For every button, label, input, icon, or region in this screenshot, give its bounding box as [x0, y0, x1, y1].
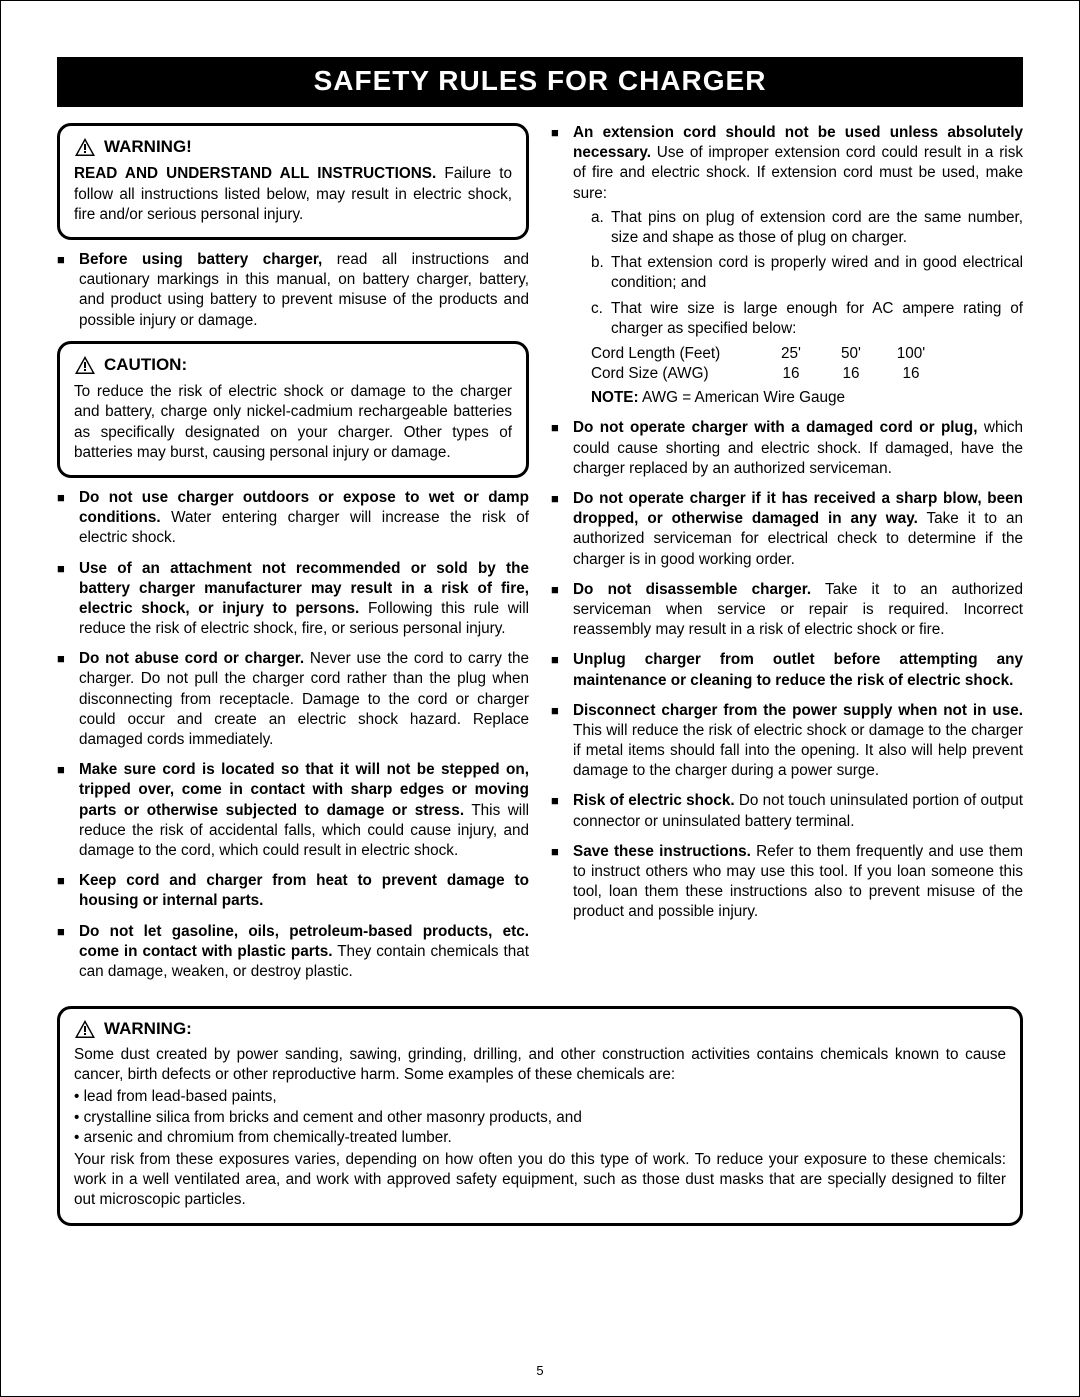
page-title-bar: SAFETY RULES FOR CHARGER — [57, 57, 1023, 107]
warning-icon — [74, 355, 96, 375]
bullet-lead: Before using battery charger, — [79, 251, 322, 268]
bullet-lead: Make sure cord is located so that it wil… — [79, 761, 529, 818]
page-title: SAFETY RULES FOR CHARGER — [314, 65, 767, 96]
sublist-item: a. That pins on plug of extension cord ar… — [591, 208, 1023, 248]
bullet-item: Make sure cord is located so that it wil… — [57, 760, 529, 861]
bullet-lead: Keep cord and charger from heat to preve… — [79, 872, 529, 909]
bullet-item: Do not operate charger if it has receive… — [551, 489, 1023, 570]
bullet-item: Do not operate charger with a damaged co… — [551, 418, 1023, 479]
bullet-item: Do not abuse cord or charger. Never use … — [57, 649, 529, 750]
bullet-item: Do not disassemble charger. Take it to a… — [551, 580, 1023, 641]
bullet-item: Do not use charger outdoors or expose to… — [57, 488, 529, 549]
caution-header: CAUTION: — [74, 354, 512, 376]
bullet-item: Before using battery charger, read all i… — [57, 250, 529, 331]
warning-box-1: WARNING! READ AND UNDERSTAND ALL INSTRUC… — [57, 123, 529, 240]
letter-mark: c. — [591, 299, 603, 319]
warning-body: READ AND UNDERSTAND ALL INSTRUCTIONS. Fa… — [74, 164, 512, 225]
column-left: WARNING! READ AND UNDERSTAND ALL INSTRUC… — [57, 123, 529, 992]
warning-heading-text: WARNING: — [104, 1019, 192, 1039]
bullet-lead: Disconnect charger from the power supply… — [573, 702, 1023, 719]
bullet-lead: Unplug charger from outlet before attemp… — [573, 651, 1023, 688]
bullet-rest: This will reduce the risk of electric sh… — [573, 722, 1023, 779]
left-bullets-main: Do not use charger outdoors or expose to… — [57, 488, 529, 982]
bullet-lead: Do not disassemble charger. — [573, 581, 811, 598]
bullet-item: Risk of electric shock. Do not touch uni… — [551, 791, 1023, 831]
table-cell: 50' — [821, 344, 881, 364]
warning-icon — [74, 137, 96, 157]
letter-mark: b. — [591, 253, 604, 273]
bullet-extension-cord: An extension cord should not be used unl… — [551, 123, 1023, 408]
letter-mark: a. — [591, 208, 604, 228]
warning-heading-text: WARNING! — [104, 136, 192, 158]
caution-box: CAUTION: To reduce the risk of electric … — [57, 341, 529, 478]
warning-body-2: Some dust created by power sanding, sawi… — [74, 1045, 1006, 1211]
table-cell: 100' — [881, 344, 941, 364]
warning-lead: READ AND UNDERSTAND ALL INSTRUCTIONS. — [74, 165, 436, 182]
dust-paragraph-2: Your risk from these exposures varies, d… — [74, 1150, 1006, 1211]
warning-header: WARNING! — [74, 136, 512, 158]
letter-text: That wire size is large enough for AC am… — [611, 300, 1023, 337]
bullet-lead: Save these instructions. — [573, 843, 751, 860]
table-cell: 16 — [881, 364, 941, 384]
note-rest: AWG = American Wire Gauge — [639, 389, 845, 406]
sublist-item: c. That wire size is large enough for AC … — [591, 299, 1023, 339]
left-bullets-top: Before using battery charger, read all i… — [57, 250, 529, 331]
page-number: 5 — [1, 1363, 1079, 1378]
caution-heading-text: CAUTION: — [104, 354, 187, 376]
dust-list-item: lead from lead-based paints, — [74, 1087, 1006, 1107]
bullet-item: Do not let gasoline, oils, petroleum-bas… — [57, 922, 529, 983]
bullet-lead: Risk of electric shock. — [573, 792, 735, 809]
two-column-layout: WARNING! READ AND UNDERSTAND ALL INSTRUC… — [57, 123, 1023, 992]
letter-text: That pins on plug of extension cord are … — [611, 209, 1023, 246]
warning-box-2: WARNING: Some dust created by power sand… — [57, 1006, 1023, 1226]
table-row: Cord Size (AWG) 16 16 16 — [591, 364, 1023, 384]
bullet-item: Use of an attachment not recommended or … — [57, 559, 529, 640]
dust-list-item: crystalline silica from bricks and cemen… — [74, 1108, 1006, 1128]
table-label: Cord Length (Feet) — [591, 344, 761, 364]
table-label: Cord Size (AWG) — [591, 364, 761, 384]
warning-icon — [74, 1019, 96, 1039]
document-page: SAFETY RULES FOR CHARGER WARNING! READ A… — [0, 0, 1080, 1397]
bullet-lead: Do not abuse cord or charger. — [79, 650, 304, 667]
dust-paragraph-1: Some dust created by power sanding, sawi… — [74, 1045, 1006, 1085]
bullet-item: Unplug charger from outlet before attemp… — [551, 650, 1023, 690]
table-row: Cord Length (Feet) 25' 50' 100' — [591, 344, 1023, 364]
cord-table: Cord Length (Feet) 25' 50' 100' Cord Siz… — [591, 344, 1023, 384]
awg-note: NOTE: AWG = American Wire Gauge — [591, 388, 1023, 408]
dust-chemical-list: lead from lead-based paints, crystalline… — [74, 1087, 1006, 1148]
extension-cord-sublist: a. That pins on plug of extension cord ar… — [573, 208, 1023, 339]
sublist-item: b. That extension cord is properly wired … — [591, 253, 1023, 293]
letter-text: That extension cord is properly wired an… — [611, 254, 1023, 291]
caution-body: To reduce the risk of electric shock or … — [74, 382, 512, 463]
bullet-lead: Do not operate charger with a damaged co… — [573, 419, 977, 436]
note-lead: NOTE: — [591, 389, 639, 406]
bullet-item: Save these instructions. Refer to them f… — [551, 842, 1023, 923]
bullet-item: Disconnect charger from the power supply… — [551, 701, 1023, 782]
bullet-item: Keep cord and charger from heat to preve… — [57, 871, 529, 911]
column-right: An extension cord should not be used unl… — [551, 123, 1023, 992]
dust-list-item: arsenic and chromium from chemically-tre… — [74, 1128, 1006, 1148]
table-cell: 16 — [821, 364, 881, 384]
warning-header-2: WARNING: — [74, 1019, 1006, 1039]
table-cell: 16 — [761, 364, 821, 384]
right-bullets: An extension cord should not be used unl… — [551, 123, 1023, 923]
table-cell: 25' — [761, 344, 821, 364]
